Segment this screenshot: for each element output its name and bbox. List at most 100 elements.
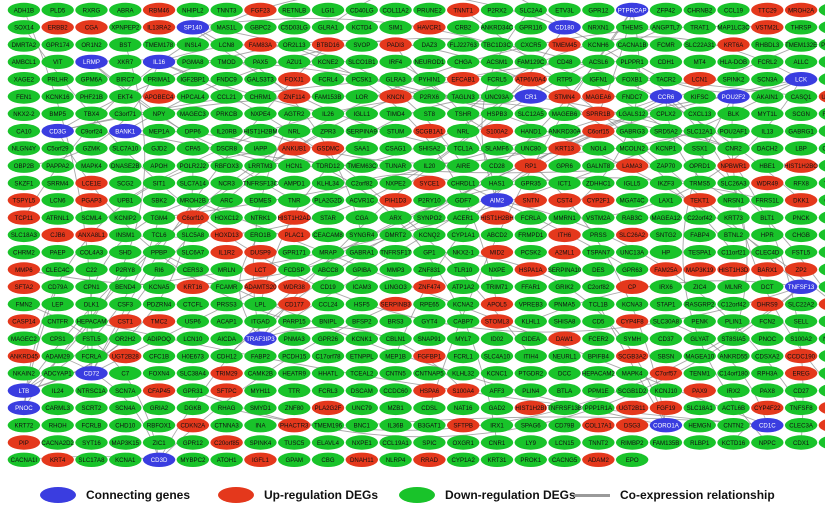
gene-node-label: SLC18A1 bbox=[687, 405, 714, 412]
gene-node-ellipse bbox=[683, 175, 716, 191]
gene-node: FRMPD1 bbox=[514, 227, 547, 243]
gene-node: FMN2 bbox=[7, 296, 41, 312]
gene-node-label: GLYAT bbox=[690, 336, 709, 343]
gene-node: PNOC bbox=[7, 400, 41, 416]
gene-node: TNFRSF17 bbox=[379, 245, 412, 260]
gene-node: TAGLN3 bbox=[446, 89, 480, 104]
gene-node-label: DUSP9 bbox=[250, 250, 271, 257]
gene-node-label: CD19 bbox=[320, 284, 336, 291]
gene-node: IGF2BP1 bbox=[176, 72, 210, 87]
gene-node-ellipse bbox=[278, 123, 311, 139]
gene-node: MYL7 bbox=[446, 331, 480, 346]
gene-node: ANKRD55 bbox=[717, 348, 750, 364]
gene-node-label: SLC26A3 bbox=[720, 180, 747, 187]
gene-node-ellipse bbox=[480, 106, 514, 122]
gene-node-ellipse bbox=[345, 279, 379, 294]
gene-node-label: PRLHR bbox=[47, 77, 68, 84]
gene-node: GLYAT bbox=[683, 331, 716, 346]
gene-node: SP140 bbox=[176, 20, 210, 35]
gene-node-ellipse bbox=[751, 383, 784, 398]
gene-node-ellipse bbox=[109, 435, 142, 450]
gene-node: SPI1 bbox=[818, 125, 825, 137]
gene-node-ellipse bbox=[41, 262, 74, 277]
gene-node: MLNR bbox=[717, 279, 750, 294]
gene-node: BEND4 bbox=[109, 279, 142, 294]
gene-node-ellipse bbox=[446, 227, 480, 243]
gene-node-label: CPA5 bbox=[185, 146, 201, 153]
gene-node-label: GRIK2 bbox=[555, 284, 574, 291]
gene-node-ellipse bbox=[683, 123, 716, 139]
gene-node: DNAH11 bbox=[345, 452, 379, 467]
gene-node-ellipse bbox=[278, 452, 311, 467]
gene-node-label: HSPA1A bbox=[519, 267, 544, 274]
gene-node-ellipse bbox=[818, 211, 825, 224]
gene-node: CNTNAP5 bbox=[413, 366, 446, 381]
gene-node-ellipse bbox=[7, 37, 41, 52]
gene-node-ellipse bbox=[142, 37, 176, 52]
gene-node: HCN1 bbox=[278, 158, 311, 173]
gene-node-label: DAW1 bbox=[556, 336, 574, 343]
gene-node: KIFSC bbox=[683, 89, 716, 104]
gene-node-label: CHRM2 bbox=[13, 250, 35, 257]
gene-node-ellipse bbox=[41, 348, 74, 364]
gene-node-label: FCRLB bbox=[81, 423, 101, 430]
gene-node-label: IL36B bbox=[388, 423, 404, 430]
gene-node: LPL bbox=[244, 296, 277, 312]
gene-node-ellipse bbox=[818, 333, 825, 345]
gene-node-ellipse bbox=[514, 279, 547, 294]
gene-node-ellipse bbox=[615, 193, 649, 208]
gene-node: HSF5 bbox=[345, 296, 379, 312]
gene-node-label: CDH1 bbox=[658, 59, 675, 66]
gene-node-label: SCG2 bbox=[117, 180, 134, 187]
gene-node: SVOP bbox=[345, 37, 379, 52]
gene-node-ellipse bbox=[278, 435, 311, 450]
gene-node-ellipse bbox=[717, 348, 750, 364]
gene-node-label: C2orf82 bbox=[351, 180, 373, 187]
gene-node-ellipse bbox=[818, 21, 825, 33]
gene-node: ARX bbox=[379, 210, 412, 225]
gene-node-label: THEMS bbox=[621, 25, 642, 32]
gene-node-ellipse bbox=[109, 245, 142, 260]
gene-node-label: FAM135B bbox=[653, 440, 680, 447]
gene-node-ellipse bbox=[379, 54, 412, 70]
gene-node: LCN15 bbox=[548, 435, 581, 450]
gene-node-ellipse bbox=[41, 383, 74, 398]
gene-node-label: TIMD4 bbox=[386, 111, 405, 118]
gene-node-label: MMP3 bbox=[387, 267, 405, 274]
gene-node-ellipse bbox=[514, 158, 547, 173]
gene-node-label: NRSN1 bbox=[723, 198, 744, 205]
gene-node-ellipse bbox=[413, 366, 446, 381]
gene-node-ellipse bbox=[649, 435, 683, 450]
gene-node-ellipse bbox=[41, 193, 74, 208]
gene-node-label: TNFRSF13C bbox=[243, 180, 279, 187]
gene-node-ellipse bbox=[210, 210, 243, 225]
gene-node: IL36B bbox=[379, 418, 412, 433]
gene-node-ellipse bbox=[818, 436, 825, 449]
gene-node: SYT16 bbox=[75, 435, 108, 450]
gene-node-ellipse bbox=[210, 418, 243, 433]
gene-node-ellipse bbox=[818, 160, 825, 172]
gene-node-label: RHAG bbox=[218, 405, 236, 412]
gene-node: HIST1H2BM bbox=[243, 123, 278, 139]
gene-node: KRT72 bbox=[7, 418, 41, 433]
gene-node: BANK1 bbox=[109, 123, 142, 139]
gene-node-ellipse bbox=[751, 331, 784, 346]
gene-node-ellipse bbox=[683, 245, 716, 260]
gene-node: ERBB2 bbox=[41, 20, 74, 35]
gene-node-label: DPP6 bbox=[185, 128, 202, 135]
gene-node-ellipse bbox=[615, 106, 649, 122]
gene-node: POU2F2 bbox=[717, 89, 750, 104]
gene-node-label: DKK1 bbox=[793, 198, 810, 205]
gene-node: CPN1 bbox=[75, 279, 108, 294]
gene-node-label: DHRS9 bbox=[757, 301, 778, 308]
gene-node: BTBD16 bbox=[311, 37, 345, 52]
gene-node-ellipse bbox=[311, 141, 345, 156]
gene-node-label: NRL bbox=[457, 128, 470, 135]
gene-node: P2RY10 bbox=[413, 193, 446, 208]
gene-node-ellipse bbox=[615, 54, 649, 70]
gene-node: CHRNB2 bbox=[683, 2, 716, 18]
gene-node-label: OPRD1 bbox=[689, 163, 711, 170]
gene-node: C9orf24 bbox=[75, 123, 108, 139]
gene-node-ellipse bbox=[784, 400, 818, 416]
gene-node: FSTL5 bbox=[784, 245, 818, 260]
